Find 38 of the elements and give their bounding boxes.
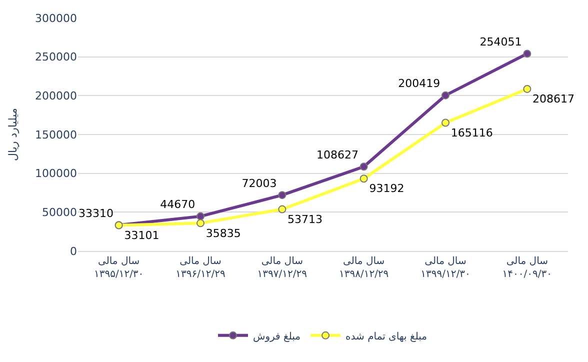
data-label: 93192 <box>369 182 404 196</box>
y-tick-label: 100000 <box>35 167 77 180</box>
x-tick-label: سال مالی ۱۳۹۹/۱۲/۳۰ <box>420 256 470 280</box>
point <box>196 212 204 220</box>
point <box>196 219 204 228</box>
x-tick-label: سال مالی ۱۴۰۰/۰۹/۳۰ <box>502 256 552 280</box>
y-tick-label: 250000 <box>35 50 77 64</box>
data-label: 53713 <box>288 212 323 226</box>
data-label: 72003 <box>242 176 277 190</box>
point <box>442 91 450 100</box>
data-label: 44670 <box>160 198 196 212</box>
point <box>442 118 450 127</box>
y-axis-title: میلیارد ریال <box>6 108 20 161</box>
point <box>360 162 368 171</box>
data-label: 108627 <box>316 148 358 162</box>
x-tick-label: سال مالی ۱۳۹۵/۱۲/۳۰ <box>94 256 144 280</box>
point <box>278 205 286 214</box>
data-label: 254051 <box>480 36 522 49</box>
y-tick-label: 50000 <box>42 206 77 220</box>
point <box>278 191 286 200</box>
legend-label: مبلغ فروش <box>253 331 301 342</box>
data-label: 35835 <box>206 226 241 240</box>
y-tick-label: 150000 <box>35 128 77 142</box>
x-tick-label: سال مالی ۱۳۹۶/۱۲/۲۹ <box>176 256 226 280</box>
point <box>523 50 532 58</box>
x-tick-label: سال مالی ۱۳۹۷/۱۲/۲۹ <box>257 256 308 280</box>
data-label: 200419 <box>398 77 440 90</box>
y-tick-label: 300000 <box>35 12 77 25</box>
x-tick-label: سال مالی ۱۳۹۸/۱۲/۲۹ <box>338 256 389 280</box>
data-label: 33310 <box>78 207 114 220</box>
point <box>523 84 532 93</box>
legend-label: مبلغ بهای تمام شده <box>346 331 428 342</box>
point <box>360 174 368 183</box>
y-tick-label: 0 <box>70 244 77 258</box>
data-label: 165116 <box>450 126 493 140</box>
data-label: 33101 <box>124 228 160 242</box>
data-label: 208617 <box>532 92 575 106</box>
y-tick-label: 200000 <box>35 90 77 103</box>
